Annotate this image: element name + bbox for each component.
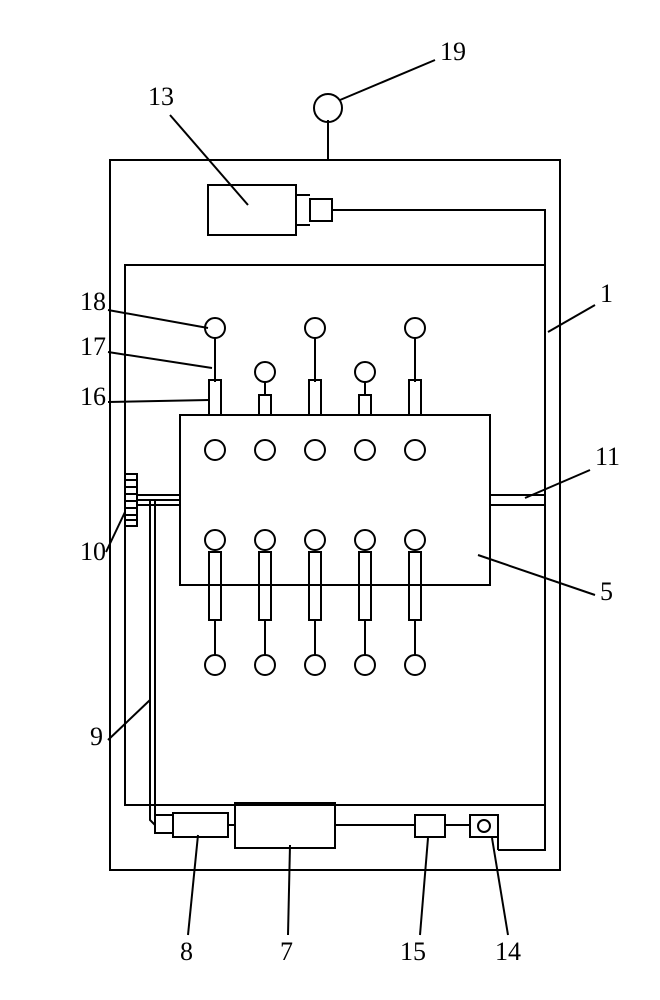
label-7: 7 <box>280 937 293 966</box>
label-5: 5 <box>600 577 613 606</box>
label-17: 17 <box>80 332 106 361</box>
label-10: 10 <box>80 537 106 566</box>
label-14: 14 <box>495 937 521 966</box>
label-8: 8 <box>180 937 193 966</box>
label-16: 16 <box>80 382 106 411</box>
label-15: 15 <box>400 937 426 966</box>
label-11: 11 <box>595 442 620 471</box>
label-1: 1 <box>600 279 613 308</box>
label-13: 13 <box>148 82 174 111</box>
label-9: 9 <box>90 722 103 751</box>
label-19: 19 <box>440 37 466 66</box>
label-18: 18 <box>80 287 106 316</box>
